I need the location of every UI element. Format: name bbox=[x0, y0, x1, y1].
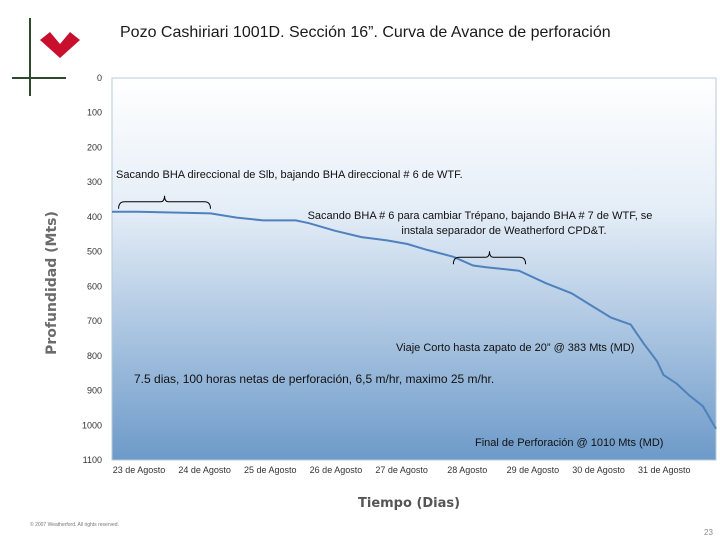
weatherford-logo bbox=[12, 18, 80, 96]
annotation-brace-1 bbox=[118, 195, 211, 209]
page-number: 23 bbox=[704, 528, 713, 537]
y-tick-labels: 0 100 200 300 400 500 600 700 800 900 1000 1100 bbox=[82, 73, 102, 465]
x-tick-label: 24 de Agosto bbox=[178, 465, 231, 475]
y-tick-label: 0 bbox=[97, 73, 102, 83]
y-tick-label: 700 bbox=[87, 316, 102, 326]
y-tick-label: 400 bbox=[87, 212, 102, 222]
y-tick-label: 200 bbox=[87, 142, 102, 152]
x-tick-label: 26 de Agosto bbox=[310, 465, 363, 475]
x-tick-label: 23 de Agosto bbox=[113, 465, 166, 475]
x-tick-label: 28 Agosto bbox=[447, 465, 487, 475]
y-tick-label: 800 bbox=[87, 351, 102, 361]
annotation-viaje-corto: Viaje Corto hasta zapato de 20” @ 383 Mt… bbox=[396, 342, 634, 354]
x-tick-label: 27 de Agosto bbox=[375, 465, 428, 475]
annotation-bha-slb: Sacando BHA direccional de Slb, bajando … bbox=[116, 169, 463, 181]
logo-mark bbox=[40, 32, 80, 58]
annotation-final-depth: Final de Perforación @ 1010 Mts (MD) bbox=[475, 437, 663, 449]
annotation-bha-6-line2: instala separador de Weatherford CPD&T. bbox=[401, 225, 606, 237]
y-tick-label: 100 bbox=[87, 108, 102, 118]
y-tick-label: 500 bbox=[87, 247, 102, 257]
y-tick-label: 900 bbox=[87, 386, 102, 396]
chart-title: Pozo Cashiriari 1001D. Sección 16”. Curv… bbox=[120, 24, 611, 41]
x-tick-label: 30 de Agosto bbox=[572, 465, 625, 475]
x-tick-labels: 23 de Agosto 24 de Agosto 25 de Agosto 26 d… bbox=[113, 465, 691, 475]
plot-area bbox=[111, 77, 717, 461]
annotation-bha-6-line1: Sacando BHA # 6 para cambiar Trépano, ba… bbox=[308, 210, 653, 222]
annotation-summary: 7.5 dias, 100 horas netas de perforación… bbox=[134, 372, 494, 386]
copyright-text: © 2007 Weatherford. All rights reserved. bbox=[30, 522, 119, 528]
y-tick-label: 300 bbox=[87, 177, 102, 187]
y-tick-label: 600 bbox=[87, 281, 102, 291]
depth-curve-line bbox=[112, 210, 717, 430]
x-tick-label: 29 de Agosto bbox=[507, 465, 560, 475]
x-tick-label: 31 de Agosto bbox=[638, 465, 691, 475]
x-tick-label: 25 de Agosto bbox=[244, 465, 297, 475]
x-axis-label: Tiempo (Dias) bbox=[358, 496, 461, 511]
annotation-brace-2 bbox=[452, 251, 527, 265]
y-tick-label: 1000 bbox=[82, 420, 102, 430]
y-tick-label: 1100 bbox=[83, 455, 102, 465]
